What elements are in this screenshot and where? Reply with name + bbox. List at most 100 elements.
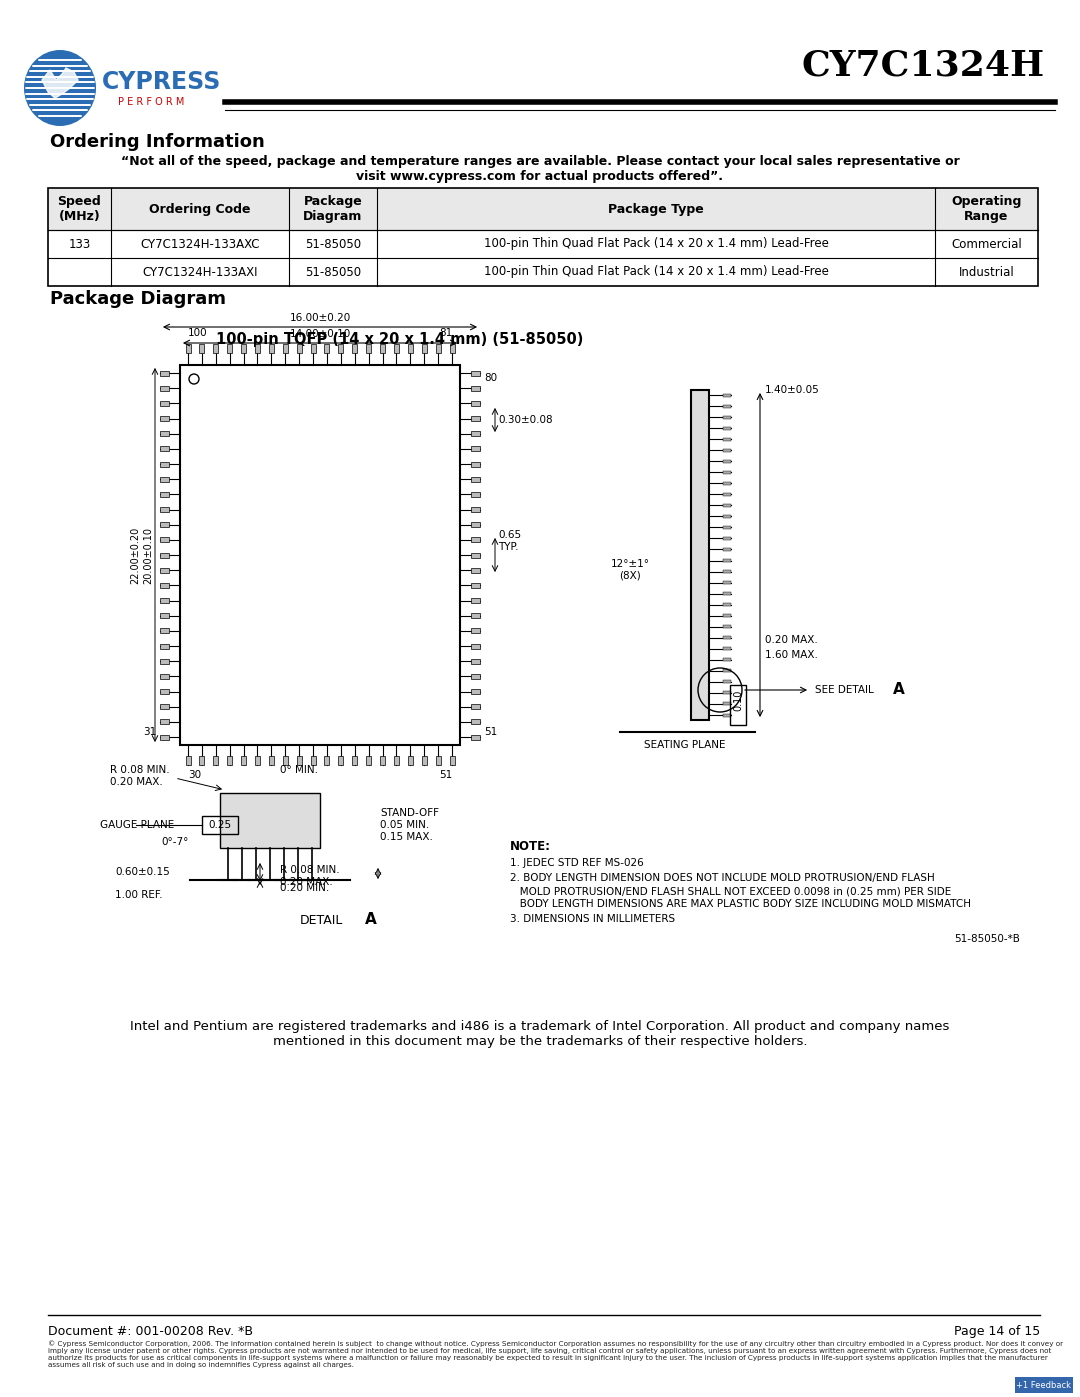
Bar	[471, 538, 480, 542]
Bar	[435, 344, 441, 353]
Bar	[160, 583, 168, 588]
Bar	[471, 552, 480, 557]
Text: 51-85050: 51-85050	[305, 237, 361, 250]
Bar	[723, 548, 731, 550]
Bar	[723, 515, 731, 518]
Bar	[723, 471, 731, 474]
Text: 0.60±0.15: 0.60±0.15	[114, 868, 170, 877]
Bar	[421, 756, 427, 766]
Bar	[160, 522, 168, 527]
Text: 1. JEDEC STD REF MS-026: 1. JEDEC STD REF MS-026	[510, 858, 644, 868]
Text: 100-pin TQFP (14 x 20 x 1.4 mm) (51-85050): 100-pin TQFP (14 x 20 x 1.4 mm) (51-8505…	[216, 332, 583, 346]
Bar	[471, 567, 480, 573]
Bar	[723, 592, 731, 595]
Bar	[366, 756, 372, 766]
Text: SEE DETAIL: SEE DETAIL	[815, 685, 874, 694]
Ellipse shape	[24, 50, 96, 126]
Text: 51: 51	[484, 726, 497, 738]
Bar	[723, 504, 731, 507]
Bar	[338, 756, 343, 766]
Text: R 0.08 MIN.
0.20 MAX.: R 0.08 MIN. 0.20 MAX.	[110, 766, 170, 787]
Bar	[338, 344, 343, 353]
Bar	[471, 401, 480, 407]
Bar	[471, 629, 480, 633]
Bar	[723, 669, 731, 672]
Text: CY7C1324H-133AXC: CY7C1324H-133AXC	[140, 237, 260, 250]
Bar	[471, 507, 480, 511]
Bar	[723, 415, 731, 419]
Bar	[723, 714, 731, 717]
Polygon shape	[691, 390, 708, 719]
Bar	[160, 598, 168, 604]
Text: Package Type: Package Type	[608, 203, 704, 215]
Bar	[283, 756, 287, 766]
Text: Package
Diagram: Package Diagram	[303, 196, 363, 224]
Text: Industrial: Industrial	[959, 265, 1014, 278]
Bar	[471, 386, 480, 391]
Bar	[160, 552, 168, 557]
Text: 0.20 MIN.: 0.20 MIN.	[280, 883, 329, 893]
Bar	[723, 636, 731, 640]
Bar	[269, 344, 274, 353]
Bar	[723, 615, 731, 617]
Bar	[471, 522, 480, 527]
Bar	[297, 344, 301, 353]
Bar	[324, 756, 329, 766]
Bar	[723, 448, 731, 451]
Bar	[723, 559, 731, 562]
Bar	[723, 647, 731, 650]
Text: STAND-OFF
0.05 MIN.
0.15 MAX.: STAND-OFF 0.05 MIN. 0.15 MAX.	[380, 809, 438, 841]
Text: © Cypress Semiconductor Corporation, 2006. The information contained herein is s: © Cypress Semiconductor Corporation, 200…	[48, 1340, 1063, 1368]
Bar	[160, 370, 168, 376]
Text: +1 Feedback: +1 Feedback	[1016, 1380, 1071, 1390]
Bar	[723, 437, 731, 440]
Text: 0.20 MAX.: 0.20 MAX.	[765, 636, 818, 645]
Bar	[435, 756, 441, 766]
Bar	[160, 461, 168, 467]
Text: A: A	[365, 912, 377, 928]
Bar	[723, 460, 731, 462]
Bar	[723, 692, 731, 694]
Bar	[380, 344, 386, 353]
Bar	[471, 735, 480, 739]
Bar	[723, 394, 731, 397]
Bar	[311, 756, 315, 766]
Bar	[723, 525, 731, 529]
Bar	[160, 492, 168, 497]
Text: Package Diagram: Package Diagram	[50, 291, 226, 307]
Text: 100-pin Thin Quad Flat Pack (14 x 20 x 1.4 mm) Lead-Free: 100-pin Thin Quad Flat Pack (14 x 20 x 1…	[484, 237, 828, 250]
Bar	[160, 719, 168, 724]
Bar	[283, 344, 287, 353]
Bar	[227, 344, 232, 353]
Text: BODY LENGTH DIMENSIONS ARE MAX PLASTIC BODY SIZE INCLUDING MOLD MISMATCH: BODY LENGTH DIMENSIONS ARE MAX PLASTIC B…	[510, 900, 971, 909]
Bar	[160, 446, 168, 451]
Text: GAUGE PLANE: GAUGE PLANE	[100, 820, 174, 830]
Text: 0°-7°: 0°-7°	[161, 837, 189, 847]
Bar	[723, 493, 731, 496]
Polygon shape	[42, 68, 78, 98]
Bar	[471, 583, 480, 588]
Text: SEATING PLANE: SEATING PLANE	[645, 740, 726, 750]
Text: Operating
Range: Operating Range	[951, 196, 1022, 224]
Bar	[471, 598, 480, 604]
Text: 3. DIMENSIONS IN MILLIMETERS: 3. DIMENSIONS IN MILLIMETERS	[510, 914, 675, 923]
Text: Ordering Information: Ordering Information	[50, 133, 265, 151]
Text: visit www.cypress.com for actual products offered”.: visit www.cypress.com for actual product…	[356, 170, 724, 183]
Bar	[241, 344, 246, 353]
Bar	[471, 613, 480, 617]
Bar	[723, 426, 731, 430]
Bar	[449, 756, 455, 766]
Text: CY7C1324H-133AXI: CY7C1324H-133AXI	[143, 265, 258, 278]
Bar	[186, 344, 190, 353]
Bar	[324, 344, 329, 353]
Text: 1.60 MAX.: 1.60 MAX.	[765, 650, 818, 659]
Bar	[723, 604, 731, 606]
Text: 0.10: 0.10	[733, 689, 743, 711]
Bar	[471, 370, 480, 376]
Text: 12°±1°
(8X): 12°±1° (8X)	[610, 559, 649, 581]
Bar	[471, 492, 480, 497]
Text: 22.00±0.20: 22.00±0.20	[130, 527, 140, 584]
Text: NOTE:: NOTE:	[510, 840, 551, 854]
Text: 1.00 REF.: 1.00 REF.	[114, 890, 162, 900]
Text: 0° MIN.: 0° MIN.	[280, 766, 318, 775]
